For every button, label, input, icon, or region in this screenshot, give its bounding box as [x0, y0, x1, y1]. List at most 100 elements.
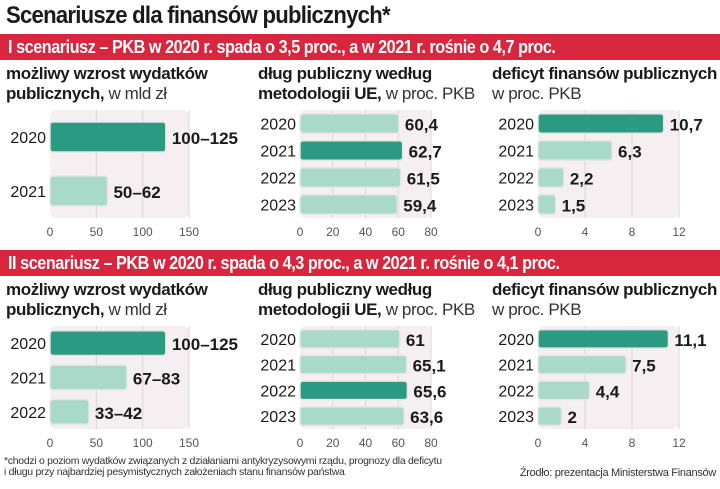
value-label: 62,7 — [409, 143, 442, 162]
bar-2020 — [49, 330, 167, 357]
chart-s2-deficit: 0 4 8 12 2020 11,1 2021 7,5 2022 4,4 2023 2 — [498, 326, 707, 450]
bar-2023 — [299, 194, 399, 215]
bar-2022 — [49, 398, 90, 425]
y-category-label: 2020 — [10, 130, 46, 147]
chart-s1-spending: 0 50 100 150 2020 100–125 2021 50–62 — [10, 110, 238, 239]
heading-bold: możliwy wzrost wydatków — [6, 280, 208, 299]
y-category-label: 2020 — [10, 336, 46, 353]
y-category-label: 2020 — [260, 117, 296, 134]
scenario-1-banner-text: I scenariusz – PKB w 2020 r. spada o 3,5… — [8, 37, 556, 57]
x-tick-label: 0 — [47, 225, 54, 239]
y-category-label: 2023 — [260, 409, 296, 426]
scenario-2-banner: II scenariusz – PKB w 2020 r. spada o 4,… — [0, 250, 720, 276]
y-category-label: 2023 — [498, 198, 534, 215]
x-tick-label: 4 — [582, 436, 589, 450]
bar-2023 — [537, 406, 563, 427]
x-tick-label: 0 — [535, 436, 542, 450]
panel-s1-deficit: deficyt finansów publicznych w proc. PKB… — [492, 64, 720, 244]
plot-background — [538, 110, 679, 218]
heading-unit: w proc. PKB — [381, 84, 476, 103]
y-category-label: 2021 — [260, 144, 296, 161]
heading-bold: możliwy wzrost wydatków — [6, 64, 208, 83]
heading-bold: dług publiczny według — [258, 280, 432, 299]
bar-2022 — [537, 380, 591, 401]
panel-s2-debt: dług publiczny według metodologii UE, w … — [258, 280, 483, 455]
bar-2023 — [537, 194, 557, 215]
heading-unit: w proc. PKB — [492, 84, 582, 103]
bar-2020 — [537, 113, 665, 134]
heading-unit: w proc. PKB — [492, 300, 582, 319]
x-tick-label: 0 — [297, 225, 304, 239]
value-label: 65,1 — [413, 357, 446, 376]
footnote-line-2: i długu przy najbardziej pesymistycznych… — [4, 466, 345, 478]
value-label: 63,6 — [410, 408, 443, 427]
x-tick-label: 50 — [90, 225, 104, 239]
x-tick-label: 20 — [326, 225, 340, 239]
y-category-label: 2022 — [498, 171, 534, 188]
y-category-label: 2020 — [260, 332, 296, 349]
x-tick-label: 100 — [133, 436, 153, 450]
x-tick-label: 0 — [535, 225, 542, 239]
x-tick-label: 60 — [392, 436, 406, 450]
panel-heading: możliwy wzrost wydatków publicznych, w m… — [6, 64, 208, 104]
heading-bold: dług publiczny według — [258, 64, 432, 83]
panel-s2-deficit: deficyt finansów publicznych w proc. PKB… — [492, 280, 720, 455]
heading-bold: deficyt finansów publicznych — [492, 280, 717, 299]
bar-2021 — [299, 140, 404, 161]
bar-2021 — [537, 354, 627, 375]
y-category-label: 2022 — [260, 383, 296, 400]
y-category-label: 2021 — [260, 358, 296, 375]
footnote-line-1: *chodzi o poziom wydatków związanych z d… — [4, 455, 442, 467]
x-tick-label: 80 — [424, 436, 438, 450]
chart-s1-deficit: 0 4 8 12 2020 10,7 2021 6,3 2022 2,2 2023 1,5 — [498, 110, 703, 239]
bar-2020 — [537, 328, 670, 349]
value-label: 33–42 — [95, 404, 142, 423]
y-category-label: 2021 — [498, 358, 534, 375]
value-label: 6,3 — [618, 143, 642, 162]
y-category-label: 2021 — [10, 371, 46, 388]
y-category-label: 2021 — [498, 144, 534, 161]
value-label: 67–83 — [133, 370, 180, 389]
y-category-label: 2022 — [260, 171, 296, 188]
chart-s2-debt: 0 20 40 60 80 2020 61 2021 65,1 2022 65,6 2023 63,6 — [260, 326, 447, 450]
value-label: 59,4 — [403, 197, 437, 216]
y-category-label: 2023 — [260, 198, 296, 215]
x-tick-label: 0 — [297, 436, 304, 450]
x-tick-label: 4 — [582, 225, 589, 239]
panel-heading: deficyt finansów publicznych w proc. PKB — [492, 280, 717, 320]
x-tick-label: 12 — [672, 225, 686, 239]
footnote: *chodzi o poziom wydatków związanych z d… — [4, 456, 564, 478]
scenario-1-banner: I scenariusz – PKB w 2020 r. spada o 3,5… — [0, 34, 720, 60]
bar-2022 — [537, 167, 565, 188]
x-tick-label: 20 — [326, 436, 340, 450]
value-label: 2,2 — [570, 170, 594, 189]
chart-s1-debt: 0 20 40 60 80 2020 60,4 2021 62,7 2022 61,5 2023 59,… — [260, 110, 442, 239]
bar-2020 — [49, 121, 167, 153]
y-category-label: 2022 — [10, 405, 46, 422]
x-tick-label: 50 — [90, 436, 104, 450]
x-tick-label: 80 — [424, 225, 438, 239]
panel-heading: dług publiczny według metodologii UE, w … — [258, 280, 475, 320]
heading-bold-2: metodologii UE, — [258, 84, 382, 103]
x-tick-label: 8 — [629, 436, 636, 450]
bar-2020 — [299, 328, 401, 349]
bar-2022 — [299, 167, 402, 188]
x-tick-label: 40 — [359, 436, 373, 450]
x-tick-label: 150 — [179, 436, 199, 450]
panel-heading: deficyt finansów publicznych w proc. PKB — [492, 64, 717, 104]
heading-unit: w proc. PKB — [381, 300, 476, 319]
bar-2021 — [49, 175, 109, 207]
panel-s2-spending: możliwy wzrost wydatków publicznych, w m… — [6, 280, 241, 455]
value-label: 7,5 — [632, 357, 656, 376]
value-label: 4,4 — [596, 382, 620, 401]
y-category-label: 2023 — [498, 409, 534, 426]
y-category-label: 2021 — [10, 184, 46, 201]
bar-2021 — [299, 354, 408, 375]
value-label: 61 — [406, 331, 425, 350]
value-label: 2 — [568, 408, 577, 427]
heading-bold: deficyt finansów publicznych — [492, 64, 717, 83]
value-label: 11,1 — [674, 331, 706, 350]
bar-2022 — [299, 380, 409, 401]
panel-s1-spending: możliwy wzrost wydatków publicznych, w m… — [6, 64, 241, 244]
value-label: 100–125 — [172, 335, 238, 354]
